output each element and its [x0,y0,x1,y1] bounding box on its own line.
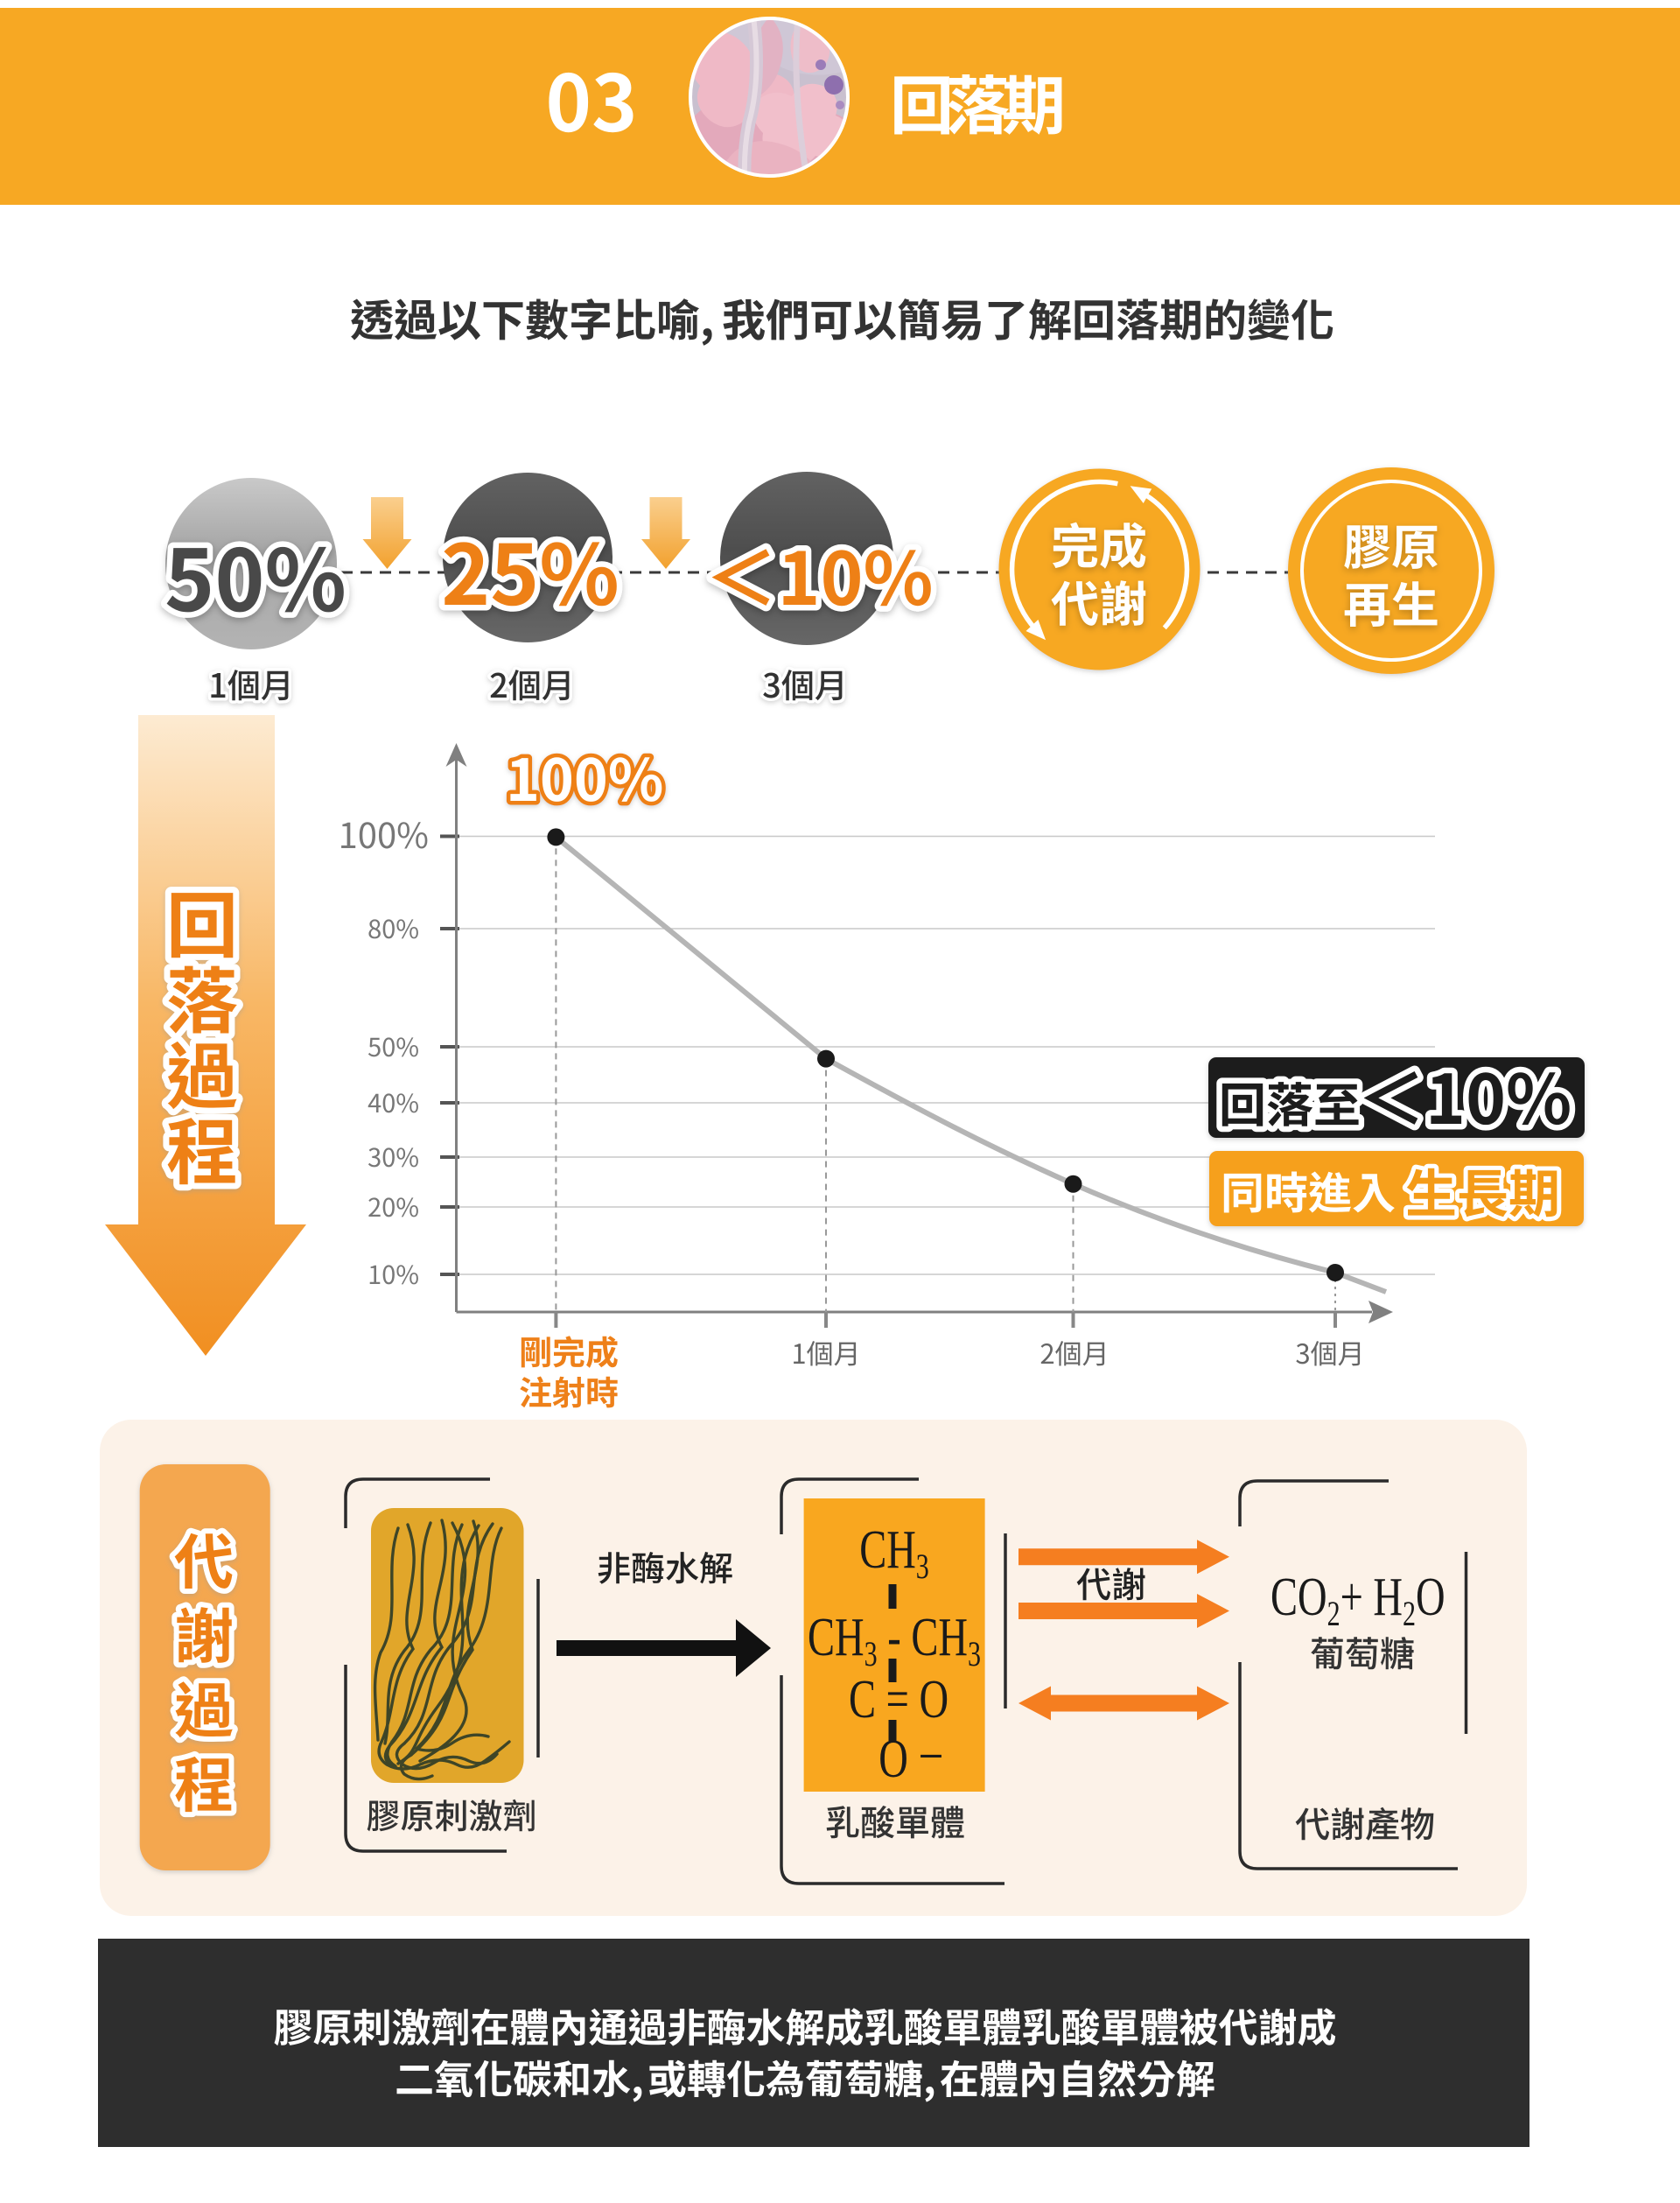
svg-text:CO2+ H2O: CO2+ H2O [1270,1567,1446,1633]
svg-text:–: – [920,1721,942,1781]
svg-text:C = O: C = O [849,1669,948,1729]
